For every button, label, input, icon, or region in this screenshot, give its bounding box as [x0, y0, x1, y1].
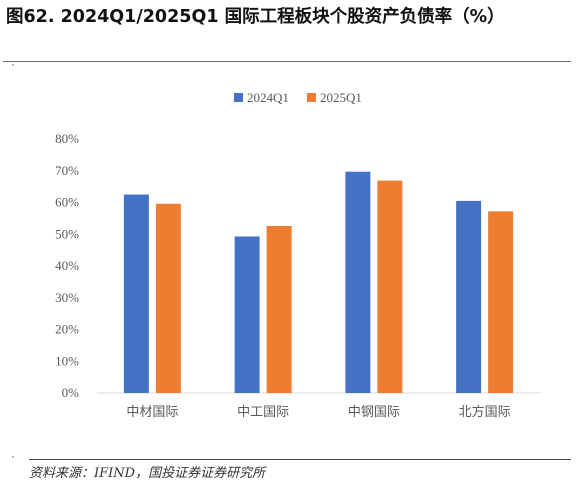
bar-2024q1	[123, 194, 149, 393]
y-tick-label: 70%	[55, 163, 79, 178]
footer-divider	[29, 459, 571, 460]
title-divider	[3, 61, 571, 62]
margin-mark	[12, 64, 14, 66]
y-tick-label: 30%	[55, 290, 79, 305]
legend-label: 2024Q1	[247, 90, 289, 105]
category-label: 北方国际	[459, 404, 511, 420]
legend-swatch	[234, 93, 243, 102]
chart-title: 图62. 2024Q1/2025Q1 国际工程板块个股资产负债率（%）	[6, 7, 505, 27]
y-tick-label: 80%	[55, 131, 79, 146]
category-label: 中工国际	[237, 405, 289, 420]
bar-2024q1	[345, 171, 371, 393]
bar-2025q1	[155, 203, 181, 393]
bar-2025q1	[266, 225, 292, 393]
bar-2025q1	[377, 180, 403, 393]
y-tick-label: 40%	[55, 258, 79, 273]
margin-mark	[12, 456, 14, 458]
y-tick-label: 20%	[55, 322, 79, 337]
source-note: 资料来源：IFIND，国投证券证券研究所	[29, 466, 266, 481]
y-tick-label: 60%	[55, 195, 79, 210]
legend-label: 2025Q1	[320, 90, 362, 105]
bar-2024q1	[456, 200, 482, 393]
y-tick-label: 10%	[55, 353, 79, 368]
legend-swatch	[307, 93, 316, 102]
category-label: 中钢国际	[348, 405, 400, 420]
y-tick-label: 0%	[62, 385, 80, 400]
category-label: 中材国际	[126, 405, 178, 420]
y-tick-label: 50%	[55, 226, 79, 241]
bar-2025q1	[488, 211, 514, 393]
bar-2024q1	[234, 236, 260, 393]
